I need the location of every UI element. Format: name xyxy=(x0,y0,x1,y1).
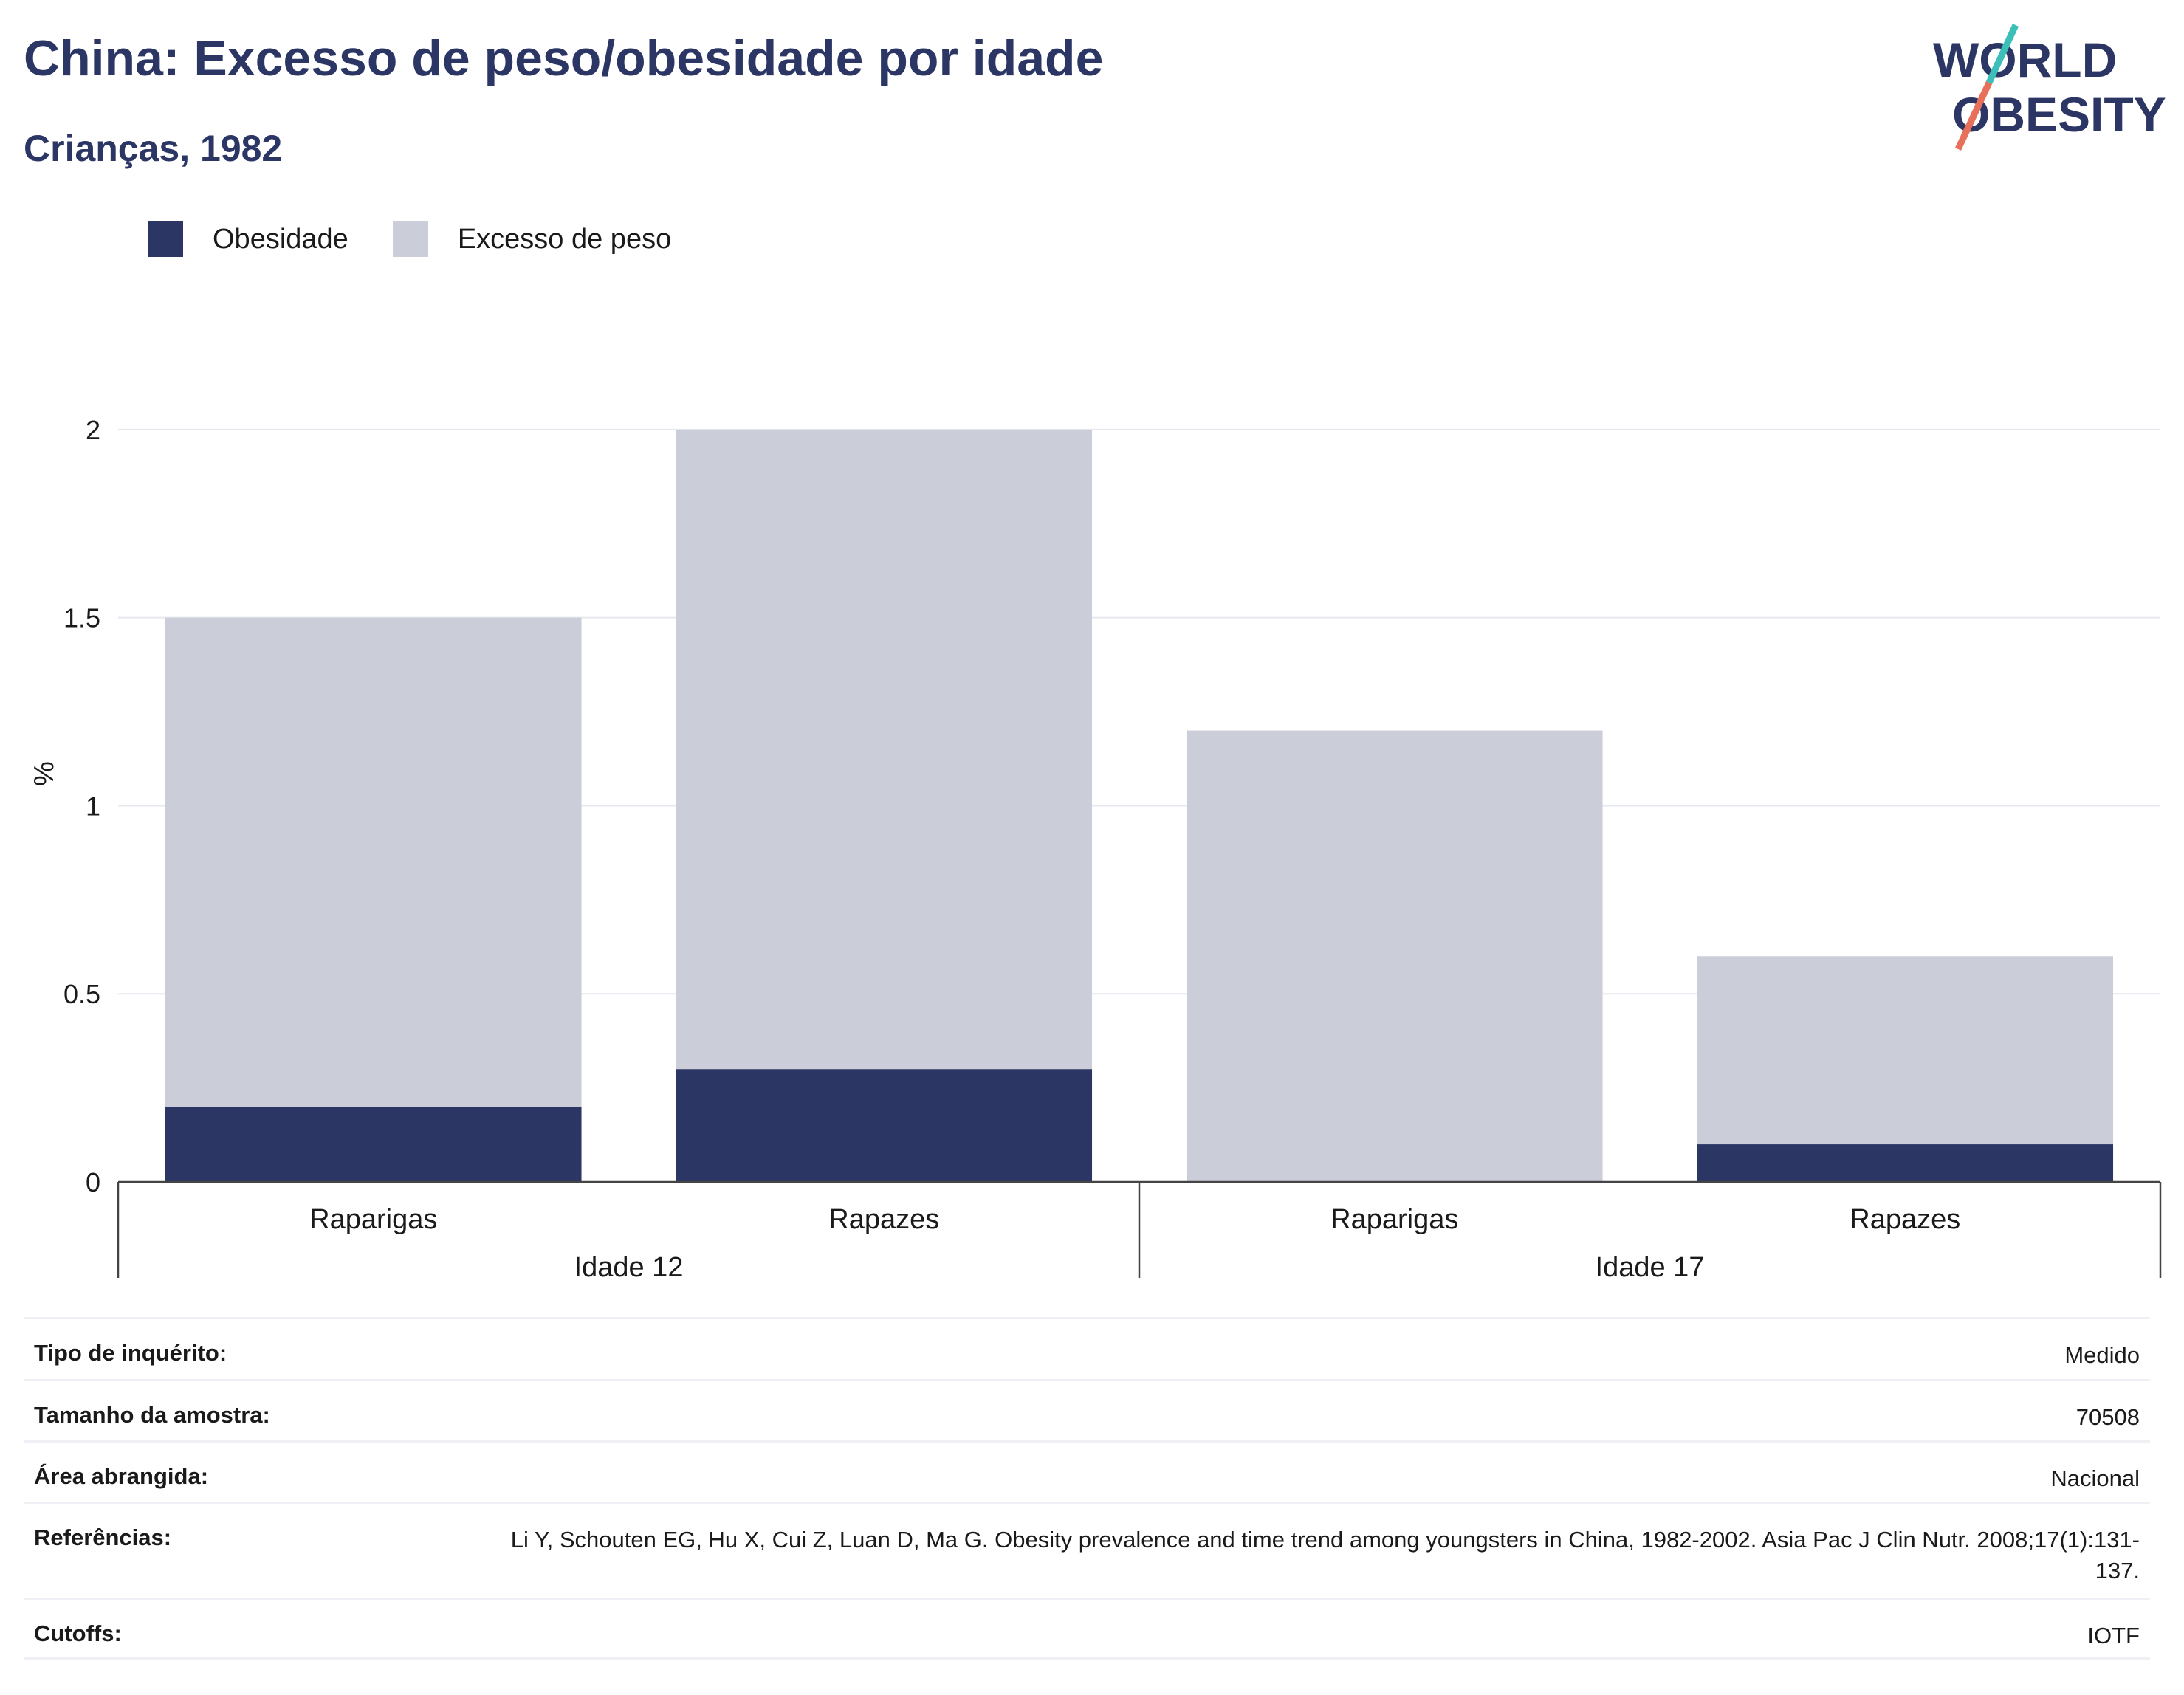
info-label: Cutoffs: xyxy=(34,1620,122,1646)
y-tick-label: 1.5 xyxy=(63,603,100,633)
info-value: Nacional xyxy=(2050,1465,2140,1491)
y-tick-label: 0.5 xyxy=(63,979,100,1009)
info-value: Medido xyxy=(2064,1342,2140,1368)
bar-overweight[interactable] xyxy=(165,617,582,1107)
info-label: Área abrangida: xyxy=(34,1463,209,1489)
x-group-label: Idade 12 xyxy=(574,1252,684,1283)
y-tick-label: 0 xyxy=(86,1167,100,1197)
info-row-area: Área abrangida: Nacional xyxy=(24,1440,2150,1502)
logo-teal-slash xyxy=(1985,24,2019,84)
bar-overweight[interactable] xyxy=(1186,730,1603,1182)
info-row-sample-size: Tamanho da amostra: 70508 xyxy=(24,1379,2150,1440)
page-title: China: Excesso de peso/obesidade por ida… xyxy=(24,30,1104,86)
x-tick-label: Rapazes xyxy=(1850,1204,1960,1235)
y-tick-label: 2 xyxy=(86,415,100,445)
legend-item-overweight[interactable]: Excesso de peso xyxy=(392,221,672,257)
page-subtitle: Crianças, 1982 xyxy=(24,128,283,169)
logo-text-obesity: OBESITY xyxy=(1952,87,2166,142)
info-label: Tipo de inquérito: xyxy=(34,1340,227,1366)
y-tick-label: 1 xyxy=(86,791,100,821)
chart-legend: Obesidade Excesso de peso xyxy=(148,221,715,257)
bar-obesity[interactable] xyxy=(676,1069,1093,1182)
bar-chart: 0 0.5 1 1.5 2% Raparigas Rapazes Raparigas Rapaz… xyxy=(29,415,2162,1283)
legend-swatch-obesity xyxy=(148,221,183,257)
legend-item-obesity[interactable]: Obesidade xyxy=(148,221,348,257)
bar-obesity[interactable] xyxy=(1697,1144,2114,1182)
x-tick-label: Raparigas xyxy=(1330,1204,1458,1235)
info-row-references: Referências: Li Y, Schouten EG, Hu X, Cu… xyxy=(24,1502,2150,1598)
world-obesity-logo: WORLD OBESITY xyxy=(1933,24,2166,151)
info-label: Referências: xyxy=(34,1524,172,1550)
logo-text-world: WORLD xyxy=(1933,32,2117,87)
y-axis-label: % xyxy=(29,761,60,786)
bar-overweight[interactable] xyxy=(676,429,1093,1070)
info-row-cutoffs: Cutoffs: IOTF xyxy=(24,1598,2150,1660)
x-tick-label: Rapazes xyxy=(828,1204,939,1235)
legend-swatch-overweight xyxy=(392,221,428,257)
info-label: Tamanho da amostra: xyxy=(34,1402,270,1428)
info-value: IOTF xyxy=(2087,1623,2140,1648)
info-value: 70508 xyxy=(2075,1404,2140,1430)
bar-obesity[interactable] xyxy=(165,1107,582,1182)
legend-label-overweight: Excesso de peso xyxy=(457,223,672,255)
info-row-survey-type: Tipo de inquérito: Medido xyxy=(24,1317,2150,1379)
survey-info-table: Tipo de inquérito: Medido Tamanho da amo… xyxy=(24,1317,2150,1660)
x-group-label: Idade 17 xyxy=(1596,1252,1705,1283)
x-tick-label: Raparigas xyxy=(309,1204,437,1235)
bar-overweight[interactable] xyxy=(1697,956,2114,1145)
legend-label-obesity: Obesidade xyxy=(213,223,348,255)
info-value[interactable]: Li Y, Schouten EG, Hu X, Cui Z, Luan D, … xyxy=(510,1527,2140,1584)
logo-coral-slash xyxy=(1954,81,1993,151)
